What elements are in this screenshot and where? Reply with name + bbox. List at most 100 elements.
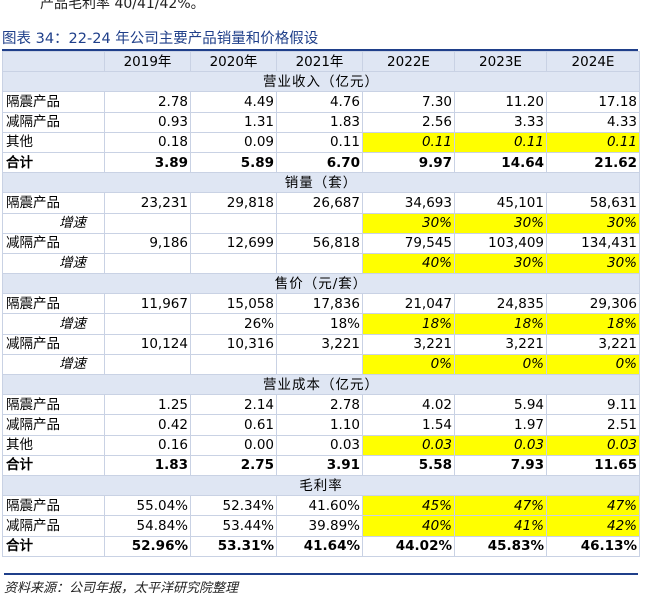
table-cell: 3,221 [546, 333, 640, 355]
table-cell: 79,545 [362, 232, 455, 254]
table-cell [104, 353, 191, 376]
table-cell: 12,699 [190, 232, 277, 254]
column-header: 2023E [454, 50, 547, 73]
row-label: 增速 [2, 313, 105, 335]
table-cell: 39.89% [276, 515, 363, 537]
table-cell: 30% [454, 212, 547, 234]
table-cell: 53.44% [190, 515, 277, 537]
column-header [2, 50, 105, 73]
table-row: 隔震产品 55.04% 52.34% 41.60% 45% 47% 47% [2, 495, 640, 517]
table-cell: 2.78 [104, 91, 191, 113]
table-cell [190, 353, 277, 376]
table-cell: 7.30 [362, 91, 455, 113]
table-cell [104, 313, 191, 335]
table-cell: 1.31 [190, 111, 277, 133]
row-label: 减隔产品 [2, 111, 105, 133]
table-cell: 0.93 [104, 111, 191, 133]
table-cell: 0.42 [104, 414, 191, 436]
table-cell: 52.96% [104, 535, 191, 557]
table-cell: 30% [546, 212, 640, 234]
table-cell: 26,687 [276, 192, 363, 214]
section-title: 售价（元/套） [2, 273, 640, 295]
table-cell: 9.11 [546, 394, 640, 416]
table-cell: 58,631 [546, 192, 640, 214]
table-cell: 56,818 [276, 232, 363, 254]
table-cell: 7.93 [454, 454, 547, 476]
table-cell: 45% [362, 495, 455, 517]
table-cell: 1.25 [104, 394, 191, 416]
table-body: 2019年 2020年 2021年 2022E 2023E 2024E 营业收入（亿元） 隔震… [2, 50, 640, 557]
table-row: 其他 0.18 0.09 0.11 0.11 0.11 0.11 [2, 131, 640, 153]
table-cell: 1.54 [362, 414, 455, 436]
table-cell: 40% [362, 515, 455, 537]
table-cell: 11,967 [104, 293, 191, 315]
source-note: 资料来源：公司年报，太平洋研究院整理 [4, 573, 638, 596]
table-cell: 0.61 [190, 414, 277, 436]
table-cell: 0% [546, 353, 640, 376]
table-cell: 0.11 [454, 131, 547, 153]
table-cell: 3.91 [276, 454, 363, 476]
column-header: 2020年 [190, 50, 277, 73]
table-row: 减隔产品 0.93 1.31 1.83 2.56 3.33 4.33 [2, 111, 640, 133]
table-row: 增速 30% 30% 30% [2, 212, 640, 234]
table-cell: 45.83% [454, 535, 547, 557]
table-cell: 26% [190, 313, 277, 335]
table-cell: 1.10 [276, 414, 363, 436]
table-row: 增速 40% 30% 30% [2, 252, 640, 275]
table-cell: 18% [362, 313, 455, 335]
header-row: 2019年 2020年 2021年 2022E 2023E 2024E [2, 50, 640, 73]
table-cell: 1.97 [454, 414, 547, 436]
table-cell: 53.31% [190, 535, 277, 557]
table-caption: 图表 34：22-24 年公司主要产品销量和价格假设 [2, 29, 638, 51]
table-cell: 29,818 [190, 192, 277, 214]
table-cell [276, 353, 363, 376]
table-cell: 3.89 [104, 151, 191, 174]
table-row: 增速 0% 0% 0% [2, 353, 640, 376]
row-label: 隔震产品 [2, 91, 105, 113]
row-label: 减隔产品 [2, 333, 105, 355]
table-cell [104, 252, 191, 275]
section-header-row: 营业成本（亿元） [2, 373, 640, 396]
table-cell: 46.13% [546, 535, 640, 557]
row-label: 隔震产品 [2, 495, 105, 517]
table-cell: 40% [362, 252, 455, 275]
table-cell: 5.94 [454, 394, 547, 416]
table-row: 增速 26% 18% 18% 18% 18% [2, 313, 640, 335]
row-label: 其他 [2, 434, 105, 456]
column-header: 2024E [546, 50, 640, 73]
table-cell: 21,047 [362, 293, 455, 315]
table-cell: 0.18 [104, 131, 191, 153]
table-cell: 17.18 [546, 91, 640, 113]
row-label: 其他 [2, 131, 105, 153]
table-cell: 0.09 [190, 131, 277, 153]
section-header-row: 毛利率 [2, 474, 640, 497]
table-cell: 11.65 [546, 454, 640, 476]
section-title: 销量（套） [2, 172, 640, 194]
row-label: 隔震产品 [2, 293, 105, 315]
table-cell: 44.02% [362, 535, 455, 557]
table-cell: 47% [454, 495, 547, 517]
table-cell: 0% [362, 353, 455, 376]
table-cell: 24,835 [454, 293, 547, 315]
column-header: 2019年 [104, 50, 191, 73]
table-cell: 30% [454, 252, 547, 275]
table-cell: 4.49 [190, 91, 277, 113]
table-cell: 0.03 [362, 434, 455, 456]
table-cell: 0.03 [454, 434, 547, 456]
table-cell: 18% [546, 313, 640, 335]
table-cell: 30% [362, 212, 455, 234]
table-cell: 18% [454, 313, 547, 335]
table-row: 隔震产品 23,231 29,818 26,687 34,693 45,101 58,631 [2, 192, 640, 214]
column-header: 2022E [362, 50, 455, 73]
intro-text: 产品毛利率 40/41/42%。 [40, 0, 205, 12]
table-cell [190, 212, 277, 234]
table-row: 合计 1.83 2.75 3.91 5.58 7.93 11.65 [2, 454, 640, 476]
table-row: 合计 52.96% 53.31% 41.64% 44.02% 45.83% 46.13% [2, 535, 640, 557]
table-cell: 17,836 [276, 293, 363, 315]
section-header-row: 售价（元/套） [2, 273, 640, 295]
table-cell: 41.64% [276, 535, 363, 557]
section-title: 营业收入（亿元） [2, 71, 640, 93]
section-header-row: 销量（套） [2, 172, 640, 194]
table-cell: 1.83 [104, 454, 191, 476]
table-cell: 2.56 [362, 111, 455, 133]
